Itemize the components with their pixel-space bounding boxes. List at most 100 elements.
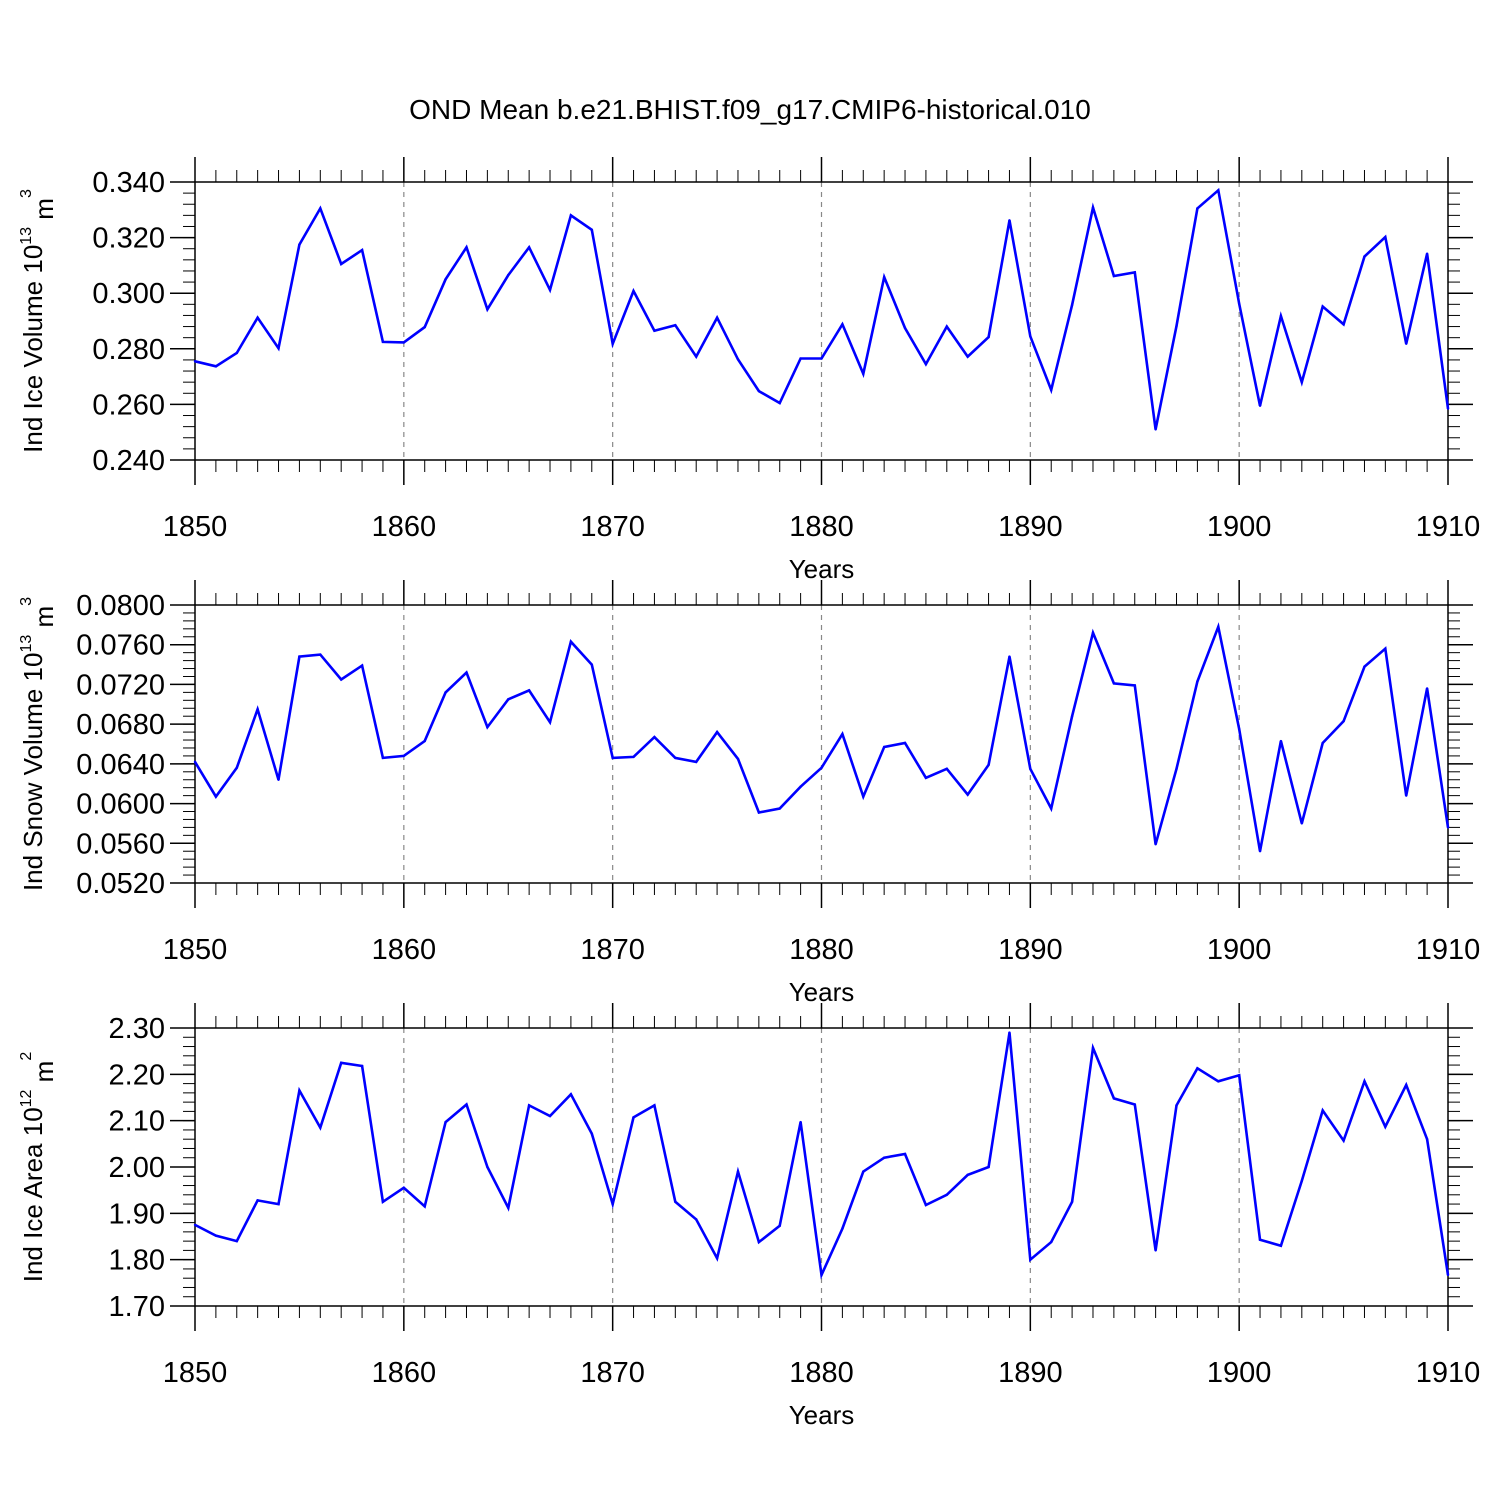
x-tick-label: 1880 <box>789 1357 854 1389</box>
data-point <box>903 741 907 745</box>
y-tick-label: 0.300 <box>92 278 165 310</box>
data-point <box>862 1170 865 1173</box>
y-tick-label: 2.10 <box>109 1106 165 1138</box>
data-point <box>924 776 928 779</box>
data-point <box>235 1239 238 1243</box>
data-point <box>1175 324 1178 328</box>
data-point <box>1029 335 1032 338</box>
y-axis-label-exp: 12 <box>18 1089 35 1107</box>
data-point <box>674 756 677 760</box>
data-point <box>193 760 197 764</box>
data-point <box>1237 1074 1241 1077</box>
data-point <box>277 778 280 781</box>
x-tick-label: 1910 <box>1416 934 1481 966</box>
data-point <box>193 360 197 363</box>
panel-ice-area: 1.70 1.80 1.90 2.00 2.10 2.20 2.30 1850 1860 1870… <box>18 1003 1480 1430</box>
data-point <box>1300 1179 1304 1183</box>
y-axis-label-prefix: Ind Snow Volume 10 <box>18 653 48 892</box>
data-point <box>402 1186 406 1190</box>
x-tick-label: 1860 <box>372 511 437 543</box>
data-point <box>298 1089 301 1092</box>
y-axis-label-unit-exp: 2 <box>18 1052 35 1061</box>
data-point <box>319 207 322 210</box>
data-point <box>820 766 823 770</box>
x-tick-label: 1890 <box>998 934 1063 966</box>
data-point <box>1008 655 1011 658</box>
data-point <box>1300 822 1304 825</box>
data-point <box>486 1165 489 1169</box>
x-tick-label: 1900 <box>1207 934 1272 966</box>
data-point <box>590 228 593 232</box>
data-point <box>1300 380 1304 384</box>
x-tick-label: 1870 <box>580 1357 645 1389</box>
data-point <box>674 1200 677 1203</box>
data-point <box>1008 1031 1011 1034</box>
x-tick-label: 1870 <box>580 511 645 543</box>
data-point <box>862 795 865 798</box>
data-point <box>715 730 719 734</box>
y-axis-label-unit-exp: 3 <box>18 189 35 198</box>
y-axis-label-unit: m <box>29 1061 59 1090</box>
y-tick-label: 0.0800 <box>76 590 165 622</box>
data-point <box>1112 1097 1116 1100</box>
x-tick-label: 1850 <box>163 1357 228 1389</box>
data-point <box>1279 739 1283 743</box>
data-point <box>611 756 614 760</box>
data-point <box>1405 342 1408 345</box>
data-point <box>214 365 218 368</box>
data-point <box>1446 407 1450 410</box>
data-point <box>360 664 364 667</box>
y-axis-label-exp: 13 <box>18 227 35 245</box>
x-axis-label: Years <box>789 554 855 584</box>
data-point <box>235 351 238 355</box>
data-point <box>256 1199 259 1202</box>
data-point <box>1196 680 1199 683</box>
data-point <box>486 308 489 311</box>
data-point <box>799 785 802 788</box>
y-tick-label: 2.30 <box>109 1013 165 1045</box>
data-point <box>1070 303 1074 307</box>
x-axis-label: Years <box>789 1400 855 1430</box>
data-point <box>548 1114 552 1118</box>
data-point <box>1112 682 1116 685</box>
data-point <box>507 1206 510 1209</box>
data-point <box>862 372 865 376</box>
data-point <box>1425 1138 1429 1141</box>
data-point <box>1384 235 1387 239</box>
data-point <box>423 739 426 743</box>
x-tick-label: 1900 <box>1207 511 1272 543</box>
data-point <box>1050 388 1053 392</box>
data-point <box>1154 428 1157 431</box>
data-point <box>1070 715 1074 718</box>
data-point <box>360 248 364 252</box>
y-tick-label: 0.280 <box>92 334 165 366</box>
data-point <box>507 273 510 277</box>
data-point <box>1237 727 1241 731</box>
data-point <box>1258 1238 1262 1241</box>
y-tick-label: 0.320 <box>92 223 165 255</box>
data-point <box>381 1200 385 1203</box>
data-point <box>527 246 531 249</box>
data-point <box>402 341 406 344</box>
data-point <box>674 323 677 327</box>
data-point <box>507 698 510 701</box>
data-point <box>298 243 301 246</box>
data-point <box>778 807 781 810</box>
data-point <box>611 1202 614 1206</box>
data-point <box>1384 1125 1387 1128</box>
data-point <box>319 653 322 656</box>
x-tick-label: 1910 <box>1416 1357 1481 1389</box>
data-point <box>1091 631 1095 634</box>
data-point <box>1133 271 1136 274</box>
data-point <box>444 278 447 281</box>
data-point <box>1321 305 1324 308</box>
y-axis-label-unit-exp: 3 <box>18 597 35 606</box>
data-point <box>548 288 552 292</box>
x-tick-label: 1870 <box>580 934 645 966</box>
y-axis-label-exp: 13 <box>18 635 35 653</box>
data-point <box>548 720 552 724</box>
data-point <box>736 1170 740 1173</box>
panel-snow-volume: 0.0520 0.0560 0.0600 0.0640 0.0680 0.0720 0.07… <box>18 580 1480 1007</box>
